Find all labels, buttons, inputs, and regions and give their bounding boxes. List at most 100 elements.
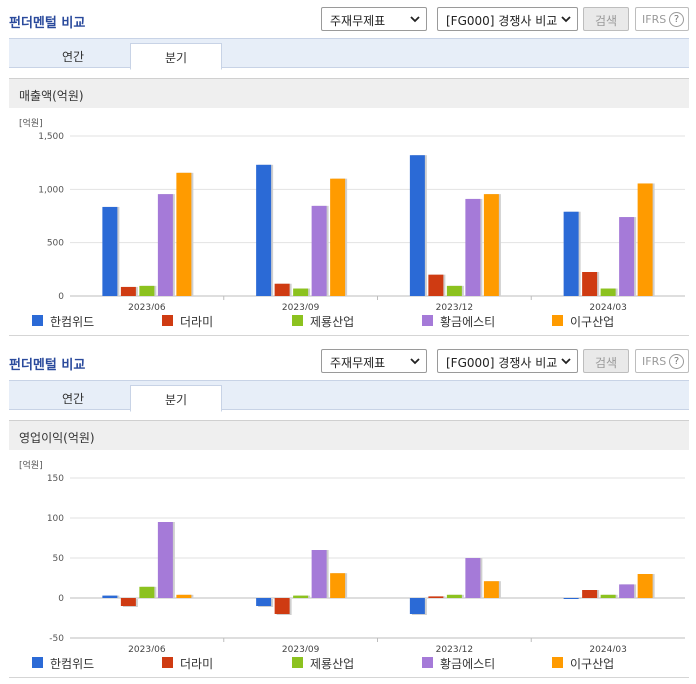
- ifrs-button[interactable]: IFRS ?: [635, 7, 689, 31]
- bar[interactable]: [637, 574, 653, 598]
- legend-swatch: [162, 315, 173, 326]
- legend-swatch: [422, 315, 433, 326]
- y-axis-unit: [억원]: [19, 459, 43, 471]
- statement-type-value: 주재무제표: [330, 356, 386, 370]
- x-tick-label: 2023/06: [128, 303, 166, 310]
- legend-swatch: [422, 657, 433, 668]
- tab-annual[interactable]: 연간: [61, 392, 85, 406]
- divider: [9, 677, 689, 678]
- chevron-down-icon: [410, 16, 420, 23]
- statement-type-select[interactable]: 주재무제표: [321, 7, 427, 31]
- legend-label: 더라미: [180, 657, 214, 671]
- bar[interactable]: [293, 595, 309, 598]
- legend-swatch: [292, 657, 303, 668]
- operating-profit-panel: 펀더멘털 비교 주재무제표 [FG000] 경쟁사 비교 검색 IFRS ? 연…: [0, 342, 696, 684]
- y-tick-label: 100: [47, 514, 64, 524]
- peer-group-select[interactable]: [FG000] 경쟁사 비교: [437, 349, 578, 373]
- ifrs-button[interactable]: IFRS ?: [635, 349, 689, 373]
- y-tick-label: 150: [47, 474, 64, 484]
- tab-quarterly[interactable]: 분기: [130, 385, 222, 412]
- legend-swatch: [162, 657, 173, 668]
- tab-quarterly[interactable]: 분기: [130, 43, 222, 70]
- bar[interactable]: [582, 590, 598, 598]
- statement-type-select[interactable]: 주재무제표: [321, 349, 427, 373]
- bar[interactable]: [428, 596, 444, 598]
- legend-label: 제룡산업: [310, 315, 355, 329]
- chevron-down-icon: [561, 358, 571, 365]
- y-tick-label: 50: [53, 554, 65, 564]
- y-tick-label: 0: [58, 292, 64, 302]
- bar[interactable]: [483, 581, 499, 598]
- bar[interactable]: [311, 205, 327, 296]
- peer-group-select[interactable]: [FG000] 경쟁사 비교: [437, 7, 578, 31]
- bar[interactable]: [293, 288, 309, 296]
- y-tick-label: -50: [49, 634, 64, 644]
- help-icon: ?: [669, 354, 684, 369]
- bar[interactable]: [619, 217, 635, 296]
- revenue-chart: [억원] 0 500 1,000 1,500 2023/06 2023/09 2023/12 2…: [19, 117, 685, 310]
- bar[interactable]: [256, 598, 272, 606]
- chevron-down-icon: [410, 358, 420, 365]
- help-icon: ?: [669, 12, 684, 27]
- bar[interactable]: [446, 285, 462, 296]
- bar[interactable]: [483, 194, 499, 296]
- bar[interactable]: [102, 595, 118, 598]
- search-button[interactable]: 검색: [583, 7, 629, 31]
- bar[interactable]: [637, 183, 653, 296]
- bar[interactable]: [139, 285, 155, 296]
- legend-label: 제룡산업: [310, 657, 355, 671]
- bar[interactable]: [582, 272, 598, 296]
- panel-title: 펀더멘털 비교: [9, 16, 86, 31]
- bar[interactable]: [120, 598, 136, 606]
- chevron-down-icon: [561, 16, 571, 23]
- bar[interactable]: [139, 586, 155, 598]
- bar[interactable]: [600, 288, 616, 296]
- bar[interactable]: [465, 198, 481, 296]
- legend-label: 한컴위드: [50, 657, 95, 671]
- tab-annual[interactable]: 연간: [61, 50, 85, 64]
- bar[interactable]: [330, 178, 346, 296]
- bar[interactable]: [311, 550, 327, 598]
- bar[interactable]: [102, 206, 118, 296]
- bar[interactable]: [120, 286, 136, 296]
- bar[interactable]: [176, 594, 192, 598]
- chart-legend: 한컴위드 더라미 제룡산업 황금에스티 이구산업: [9, 312, 689, 334]
- bar[interactable]: [409, 155, 425, 296]
- bar[interactable]: [619, 584, 635, 598]
- y-tick-label: 500: [47, 239, 64, 249]
- bar[interactable]: [409, 598, 425, 614]
- chart-legend: 한컴위드 더라미 제룡산업 황금에스티 이구산업: [9, 654, 689, 676]
- x-tick-label: 2023/06: [128, 645, 166, 652]
- x-tick-label: 2024/03: [589, 645, 626, 652]
- search-button[interactable]: 검색: [583, 349, 629, 373]
- revenue-panel: 펀더멘털 비교 주재무제표 [FG000] 경쟁사 비교 검색 IFRS ? 연…: [9, 7, 689, 336]
- bar[interactable]: [274, 598, 290, 614]
- statement-type-value: 주재무제표: [330, 14, 386, 28]
- bar[interactable]: [274, 283, 290, 296]
- period-tabs: 연간 분기: [9, 380, 689, 412]
- legend-swatch: [552, 657, 563, 668]
- legend-swatch: [32, 657, 43, 668]
- peer-group-value: [FG000] 경쟁사 비교: [446, 14, 558, 28]
- operating-profit-chart: [억원] -50 0 50 100 150 2023/06 2023/09 2023/12 202…: [19, 459, 685, 652]
- legend-label: 이구산업: [570, 657, 615, 671]
- bar[interactable]: [176, 172, 192, 296]
- bar[interactable]: [563, 598, 579, 599]
- period-tabs: 연간 분기: [9, 38, 689, 70]
- y-tick-label: 1,000: [38, 185, 64, 195]
- divider: [9, 335, 689, 336]
- bar[interactable]: [330, 573, 346, 598]
- bar[interactable]: [600, 594, 616, 598]
- bar[interactable]: [157, 194, 173, 296]
- peer-group-value: [FG000] 경쟁사 비교: [446, 356, 558, 370]
- ifrs-label: IFRS: [642, 13, 667, 26]
- legend-swatch: [292, 315, 303, 326]
- bar[interactable]: [563, 211, 579, 296]
- bar[interactable]: [446, 594, 462, 598]
- bar[interactable]: [157, 522, 173, 598]
- legend-label: 한컴위드: [50, 315, 95, 329]
- section-title: 영업이익(억원): [9, 420, 689, 450]
- bar[interactable]: [428, 274, 444, 296]
- bar[interactable]: [465, 558, 481, 598]
- bar[interactable]: [256, 164, 272, 296]
